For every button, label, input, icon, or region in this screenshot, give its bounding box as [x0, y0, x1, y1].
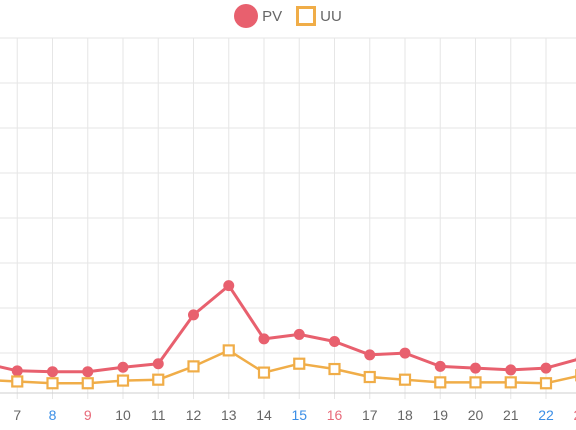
data-point-uu [398, 373, 412, 386]
data-point-pv [223, 280, 235, 292]
x-tick-label: 23 [573, 407, 576, 423]
legend-label-uu: UU [320, 7, 342, 25]
data-point-uu [116, 374, 130, 387]
x-tick-label: 20 [468, 407, 484, 423]
x-tick-label: 10 [115, 407, 131, 423]
data-point-uu [11, 375, 24, 388]
x-axis-ticks: 67891011121314151617181920212223 [13, 407, 576, 423]
data-point-uu [257, 366, 271, 379]
data-point-pv [434, 360, 446, 372]
x-tick-label: 15 [291, 407, 307, 423]
data-point-pv [258, 333, 270, 345]
legend-item-uu[interactable]: UU [296, 6, 342, 26]
data-point-pv [505, 364, 517, 376]
grid-lines [0, 37, 576, 399]
legend-label-pv: PV [262, 7, 283, 25]
x-tick-label: 21 [503, 407, 519, 423]
data-point-uu [81, 377, 94, 390]
legend-swatch-pv [234, 4, 259, 28]
x-tick-label: 9 [84, 407, 92, 423]
data-point-uu [152, 373, 165, 386]
data-point-uu [328, 362, 341, 376]
data-point-pv [329, 336, 340, 348]
x-tick-label: 19 [432, 407, 448, 423]
data-point-pv [470, 362, 481, 374]
data-point-uu [539, 377, 553, 390]
data-point-uu [469, 376, 482, 389]
x-tick-label: 12 [186, 407, 202, 423]
legend-item-pv[interactable]: PV [234, 4, 282, 28]
data-point-pv [152, 358, 164, 370]
data-point-uu [434, 376, 447, 389]
x-tick-label: 8 [49, 407, 57, 423]
data-point-uu [222, 344, 235, 357]
data-point-pv [399, 347, 411, 359]
series-lines [0, 284, 576, 385]
x-tick-label: 7 [13, 407, 21, 423]
data-point-uu [363, 370, 376, 384]
x-tick-label: 13 [221, 407, 237, 423]
data-point-pv [188, 309, 199, 321]
data-point-pv [540, 362, 552, 374]
x-tick-label: 17 [362, 407, 378, 423]
data-point-pv [117, 361, 129, 373]
legend-swatch-uu [296, 6, 317, 26]
data-point-uu [504, 376, 517, 389]
x-tick-label: 18 [397, 407, 413, 423]
chart-legend: PV UU [0, 3, 576, 29]
x-tick-label: 22 [538, 407, 554, 423]
data-point-uu [187, 360, 200, 373]
x-tick-label: 14 [256, 407, 272, 423]
data-point-pv [364, 349, 376, 361]
series-points [11, 280, 576, 390]
x-tick-label: 16 [327, 407, 343, 423]
data-point-uu [293, 357, 306, 370]
data-point-pv [293, 328, 305, 340]
data-point-uu [46, 377, 59, 390]
data-point-pv [82, 366, 94, 378]
data-point-pv [11, 365, 23, 377]
x-tick-label: 11 [151, 407, 166, 423]
data-point-pv [47, 366, 58, 378]
series-line-pv [0, 284, 576, 374]
